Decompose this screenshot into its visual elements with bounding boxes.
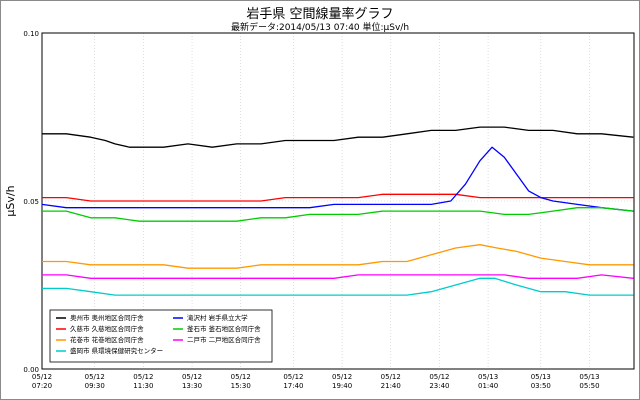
series-line-3 [42,277,634,296]
y-tick-label: 0.00 [23,366,39,374]
x-tick-time: 23:40 [429,382,449,390]
series-line-5 [42,207,634,222]
legend-label-6: 二戸市 二戸地区合同庁舎 [187,335,261,344]
x-tick-date: 05/12 [231,373,251,381]
x-tick-date: 05/12 [283,373,303,381]
x-tick-date: 05/12 [381,373,401,381]
legend-box [49,309,273,363]
series-line-6 [42,274,634,279]
series-line-0 [42,126,634,148]
series-layer [41,126,634,296]
x-tick-time: 05:50 [579,382,599,390]
y-axis-label: μSv/h [4,185,17,216]
axis-layer: 05/1207:2005/1209:3005/1211:3005/1213:30… [4,30,635,390]
chart-subtitle: 最新データ:2014/05/13 07:40 単位:μSv/h [230,23,410,33]
x-tick-date: 05/12 [182,373,202,381]
legend-label-4: 滝沢村 岩手県立大学 [187,313,248,322]
x-tick-time: 03:50 [531,382,551,390]
legend-label-5: 釜石市 釜石地区合同庁舎 [187,324,261,333]
x-tick-date: 05/12 [133,373,153,381]
x-tick-time: 15:30 [231,382,251,390]
x-tick-time: 09:30 [85,382,105,390]
x-tick-date: 05/12 [429,373,449,381]
x-tick-date: 05/12 [332,373,352,381]
chart-title: 岩手県 空間線量率グラフ [246,7,394,22]
series-line-1 [42,193,634,202]
legend-label-0: 奥州市 奥州地区合同庁舎 [70,313,144,322]
legend-label-3: 盛岡市 県環境保健研究センター [70,346,163,355]
x-tick-time: 01:40 [478,382,498,390]
x-tick-time: 13:30 [182,382,202,390]
x-tick-date: 05/12 [32,373,52,381]
x-tick-date: 05/13 [531,373,551,381]
x-tick-time: 11:30 [133,382,153,390]
x-tick-time: 21:40 [381,382,401,390]
plot-area-border [41,32,635,370]
x-tick-date: 05/13 [579,373,599,381]
legend-label-2: 花巻市 花巻地区合同庁舎 [70,335,144,344]
x-tick-time: 07:20 [32,382,52,390]
y-tick-label: 0.05 [23,198,39,206]
series-line-2 [42,244,634,269]
x-tick-date: 05/12 [85,373,105,381]
x-tick-date: 05/13 [478,373,498,381]
legend-label-1: 久慈市 久慈地区合同庁舎 [70,324,144,333]
y-tick-label: 0.10 [23,30,39,38]
series-line-4 [41,146,634,212]
x-tick-time: 19:40 [332,382,352,390]
x-tick-time: 17:40 [283,382,303,390]
